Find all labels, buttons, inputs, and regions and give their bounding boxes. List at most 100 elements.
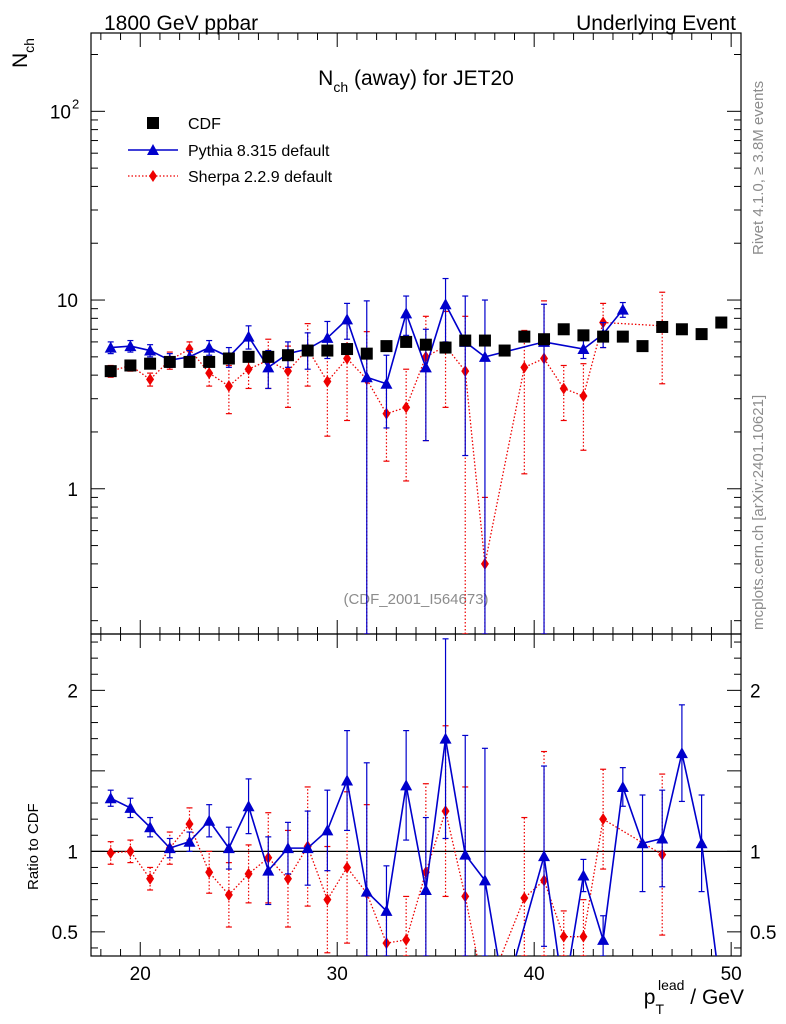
ratio-sherpa-point xyxy=(224,888,233,901)
cdf-point xyxy=(144,357,157,370)
ratio-pythia-point xyxy=(301,842,314,854)
ratio-pythia-point xyxy=(183,835,196,847)
cdf-point xyxy=(400,335,413,348)
sherpa-point xyxy=(146,373,155,386)
pythia-point xyxy=(341,313,354,325)
plot-title: Nch (away) for JET20 xyxy=(318,67,514,95)
cdf-point xyxy=(715,316,728,329)
ratio-pythia-point xyxy=(577,869,590,881)
ratio-pythia-point xyxy=(203,814,216,826)
cdf-point xyxy=(183,355,196,368)
sherpa-point xyxy=(520,361,529,374)
ratio-pythia-point xyxy=(478,874,491,886)
cdf-point xyxy=(518,330,531,343)
cdf-point xyxy=(281,349,294,362)
cdf-point xyxy=(695,328,708,341)
pythia-point xyxy=(104,341,117,353)
cdf-point xyxy=(301,344,314,357)
pythia-point xyxy=(321,331,334,343)
pythia-point xyxy=(262,361,275,373)
cdf-point xyxy=(656,320,669,333)
main-plot-data xyxy=(104,277,728,634)
cdf-point xyxy=(124,359,137,372)
analysis-watermark: (CDF_2001_I564673) xyxy=(343,591,488,608)
cdf-point xyxy=(262,350,275,363)
ratio-sherpa-point xyxy=(481,990,489,1002)
ratio-pythia-point xyxy=(281,842,294,854)
ratio-plot-data xyxy=(91,638,741,1002)
y-tick-label-main: 10 xyxy=(50,102,71,123)
ratio-pythia-point xyxy=(222,842,235,854)
ratio-sherpa-point xyxy=(244,867,253,880)
y-tick-label-ratio-right: 2 xyxy=(750,681,761,702)
sherpa-point xyxy=(224,380,233,393)
cdf-point xyxy=(242,350,255,363)
cdf-point xyxy=(439,341,452,354)
x-tick-label: 50 xyxy=(721,964,742,985)
sherpa-point xyxy=(402,401,411,414)
cdf-point xyxy=(557,323,570,336)
legend-sherpa-label: Sherpa 2.2.9 default xyxy=(188,169,333,186)
ratio-sherpa-point xyxy=(126,845,135,858)
x-axis-label: pTlead / GeV xyxy=(644,977,744,1017)
ratio-pythia-point xyxy=(242,800,255,812)
ratio-pythia-point xyxy=(656,832,669,844)
ratio-pythia-line xyxy=(110,738,717,956)
pythia-point xyxy=(439,298,452,310)
pythia-point xyxy=(380,377,393,389)
y-tick-label-ratio: 2 xyxy=(67,681,78,702)
sherpa-point xyxy=(283,365,292,378)
pythia-point xyxy=(478,350,491,362)
ratio-sherpa-point xyxy=(559,930,568,943)
legend-pythia-label: Pythia 8.315 default xyxy=(188,143,330,160)
pythia-point xyxy=(616,303,629,315)
pythia-point xyxy=(577,343,590,355)
sherpa-point xyxy=(559,382,568,395)
ratio-pythia-point xyxy=(636,837,649,849)
sherpa-point xyxy=(579,390,588,403)
cdf-point xyxy=(478,334,491,347)
ratio-pythia-point xyxy=(439,732,452,744)
ratio-pythia-point xyxy=(538,850,551,862)
pythia-point xyxy=(400,307,413,319)
cdf-point xyxy=(341,343,354,356)
ratio-sherpa-point xyxy=(323,893,332,906)
header-left: 1800 GeV ppbar xyxy=(104,12,258,35)
ratio-pythia-point xyxy=(341,774,354,786)
sherpa-point xyxy=(205,367,214,380)
pythia-point xyxy=(144,344,157,356)
cdf-point xyxy=(616,330,629,343)
ratio-sherpa-line xyxy=(110,808,663,956)
pythia-point xyxy=(419,361,432,373)
pythia-point xyxy=(360,371,373,383)
ratio-pythia-point xyxy=(597,933,610,945)
sherpa-point xyxy=(185,343,194,356)
ratio-sherpa-point xyxy=(185,817,194,830)
ratio-pythia-point xyxy=(321,824,334,836)
ratio-pythia-point xyxy=(360,885,373,897)
ratio-sherpa-point xyxy=(205,866,214,879)
sherpa-point xyxy=(244,363,253,376)
ratio-pythia-point xyxy=(499,990,511,1001)
legend: CDF Pythia 8.315 default Sherpa 2.2.9 de… xyxy=(128,116,333,186)
legend-cdf-marker xyxy=(147,117,159,129)
ratio-pythia-point xyxy=(616,780,629,792)
legend-cdf-label: CDF xyxy=(188,116,221,133)
ratio-sherpa-point xyxy=(146,872,155,885)
ratio-pythia-point xyxy=(262,864,275,876)
x-tick-label: 30 xyxy=(327,964,348,985)
pythia-point xyxy=(242,330,255,342)
y-tick-label-ratio-right: 1 xyxy=(750,842,761,863)
ratio-pythia-point xyxy=(400,779,413,791)
ratio-sherpa-point xyxy=(520,892,529,905)
ratio-sherpa-point xyxy=(402,933,411,946)
ratio-pythia-point xyxy=(124,801,137,813)
ratio-pythia-point xyxy=(163,842,176,854)
cdf-point xyxy=(222,352,235,365)
sherpa-point xyxy=(343,352,352,365)
y-axis-label-main: Nch xyxy=(9,38,37,68)
cdf-point xyxy=(597,330,610,343)
ratio-pythia-point xyxy=(144,821,157,833)
y-tick-label-main: 10 xyxy=(57,291,78,312)
